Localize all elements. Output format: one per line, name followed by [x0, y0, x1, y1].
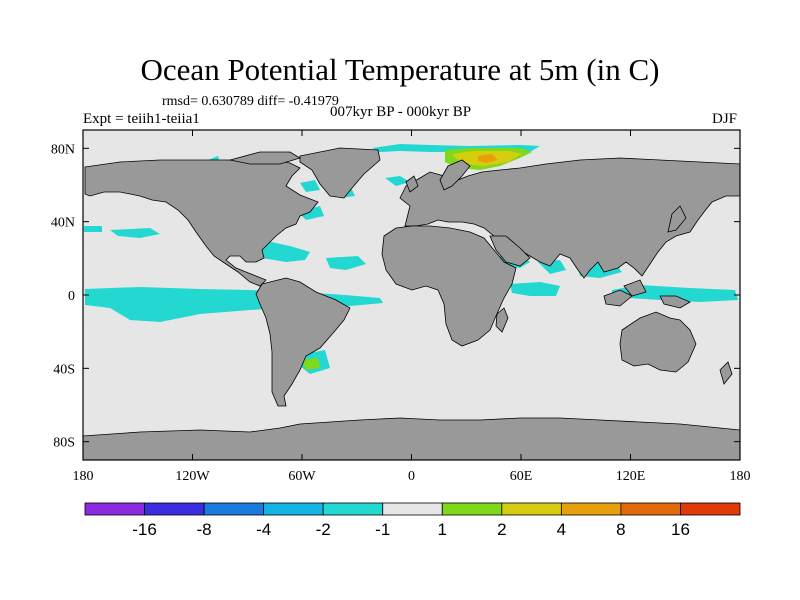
north-america	[84, 157, 319, 287]
antarctica	[83, 417, 740, 460]
period-label: 007kyr BP - 000kyr BP	[330, 104, 472, 120]
axis-ticks: 180 120W 60W 0 60E 120E 180 80N 40N 0 40S 80S	[51, 130, 751, 484]
africa	[381, 225, 517, 347]
lon-tick-label: 180	[73, 469, 94, 484]
lon-tick-label: 180	[730, 469, 751, 484]
lon-tick-label: 120E	[616, 469, 646, 484]
colorbar-label: 2	[497, 520, 506, 539]
colorbar-swatch	[84, 502, 145, 516]
new-guinea	[659, 295, 691, 309]
colorbar-swatch	[322, 502, 384, 516]
lon-tick-label: 60E	[510, 469, 533, 484]
colorbar-label: 8	[616, 520, 625, 539]
indonesia	[603, 289, 633, 307]
new-zealand	[719, 361, 733, 385]
colorbar-swatch	[680, 502, 741, 516]
colorbar-label: -16	[132, 520, 157, 539]
lon-tick-label: 120W	[175, 469, 210, 484]
colorbar-swatch	[560, 502, 622, 516]
colorbar-swatch	[620, 502, 681, 516]
colorbar-label: -4	[256, 520, 271, 539]
borneo	[623, 279, 647, 297]
japan	[667, 205, 687, 233]
colorbar-label: 1	[438, 520, 447, 539]
colorbar-swatch	[501, 502, 562, 516]
colorbar-swatch	[382, 502, 443, 516]
greenland	[299, 147, 381, 199]
lat-tick-label: 80N	[51, 142, 75, 157]
land-masses	[83, 147, 740, 460]
colorbar-swatch	[144, 502, 205, 516]
lat-tick-label: 80S	[53, 436, 75, 451]
colorbar-label: -1	[375, 520, 390, 539]
lon-tick-label: 0	[408, 469, 415, 484]
colorbar-swatch	[441, 502, 503, 516]
south-america	[255, 277, 351, 407]
colorbar-label: -2	[316, 520, 331, 539]
map-panel	[82, 129, 741, 461]
australia	[619, 311, 697, 373]
colorbar-label: 16	[671, 520, 690, 539]
colorbar: -16 -8 -4 -2 -1 1 2 4 8 16	[84, 502, 741, 539]
colorbar-label: -8	[197, 520, 212, 539]
lat-tick-label: 40N	[51, 216, 75, 231]
uk	[405, 175, 419, 193]
colorbar-swatch	[263, 502, 324, 516]
lon-tick-label: 60W	[288, 469, 316, 484]
season-label: DJF	[712, 111, 738, 127]
arabia	[489, 235, 531, 267]
colorbar-swatch	[203, 502, 265, 516]
experiment-label: Expt = teiih1-teiia1	[83, 111, 200, 127]
madagascar	[495, 307, 509, 333]
colorbar-label: 4	[557, 520, 566, 539]
scandinavia	[439, 159, 471, 191]
lat-tick-label: 40S	[53, 362, 75, 377]
plot-title: Ocean Potential Temperature at 5m (in C)	[140, 52, 660, 87]
lat-tick-label: 0	[68, 289, 75, 304]
rmsd-diff-stats: rmsd= 0.630789 diff= -0.41979	[162, 94, 339, 109]
arctic-islands	[229, 151, 301, 165]
